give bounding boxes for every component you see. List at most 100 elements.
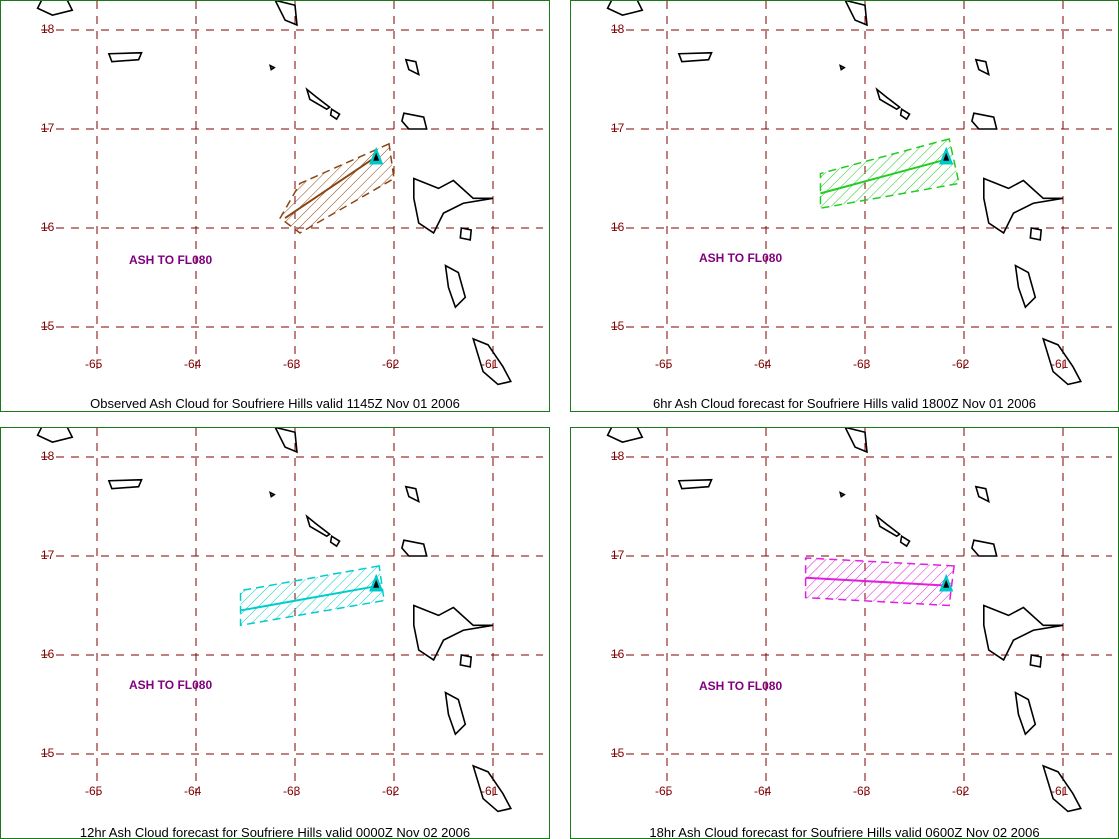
virgin-islands-coast — [844, 1, 868, 27]
nevis-coast — [329, 534, 341, 548]
dominica-coast — [444, 691, 467, 736]
ash-height-annotation: ASH TO FL080 — [129, 253, 213, 267]
ash-cloud-polygon — [819, 137, 960, 210]
longitude-tick-label: -64 — [754, 357, 772, 371]
ash-cloud — [819, 137, 960, 210]
longitude-tick-label: -61 — [1051, 357, 1069, 371]
latitude-tick-label: 18 — [41, 22, 55, 36]
st-kitts-coast — [305, 514, 332, 538]
ash-height-annotation: ASH TO FL080 — [699, 679, 783, 693]
antigua-coast — [971, 539, 998, 557]
map-panel-observed: ASH TO FL080 Observed Ash Cloud for Souf… — [0, 0, 550, 412]
antigua-coast — [401, 539, 428, 557]
longitude-tick-label: -64 — [184, 784, 202, 798]
guadeloupe-coast — [412, 177, 494, 235]
longitude-tick-label: -65 — [85, 784, 103, 798]
latitude-tick-label: 16 — [41, 647, 55, 661]
longitude-tick-label: -64 — [754, 784, 772, 798]
guadeloupe-coast — [982, 604, 1064, 662]
st-croix-coast — [107, 51, 143, 63]
graticule-grid — [611, 428, 1112, 800]
coastline-layer — [36, 1, 513, 386]
latitude-tick-label: 15 — [41, 319, 55, 333]
graticule-grid — [41, 1, 543, 373]
latitude-tick-label: 16 — [611, 647, 625, 661]
virgin-islands-coast — [274, 428, 298, 454]
longitude-tick-label: -62 — [382, 357, 400, 371]
marie-galante-coast — [1029, 227, 1043, 241]
latitude-tick-label: 17 — [41, 121, 55, 135]
longitude-tick-label: -63 — [853, 784, 871, 798]
saba-coast — [269, 64, 276, 71]
map-canvas — [606, 428, 1112, 813]
marie-galante-coast — [459, 227, 473, 241]
barbuda-coast — [404, 485, 420, 504]
antigua-coast — [971, 112, 998, 130]
map-panel-12hr: ASH TO FL080 12hr Ash Cloud forecast for… — [0, 427, 550, 839]
latitude-tick-label: 18 — [41, 449, 55, 463]
guadeloupe-coast — [412, 604, 494, 662]
st-kitts-coast — [305, 87, 332, 111]
longitude-tick-label: -63 — [283, 784, 301, 798]
ash-cloud-centerline — [284, 155, 377, 219]
ash-cloud-centerline — [240, 584, 380, 612]
latitude-tick-label: 15 — [611, 746, 625, 760]
map-canvas — [36, 428, 543, 813]
ash-cloud — [239, 565, 385, 627]
ash-cloud-polygon — [239, 565, 385, 627]
coastline-layer — [36, 428, 513, 813]
map-panel-6hr: ASH TO FL080 6hr Ash Cloud forecast for … — [570, 0, 1119, 412]
latitude-tick-label: 16 — [611, 220, 625, 234]
saba-coast — [839, 64, 846, 71]
st-croix-coast — [677, 51, 713, 63]
st-kitts-coast — [875, 514, 902, 538]
ash-cloud-polygon — [279, 142, 395, 234]
saba-coast — [839, 491, 846, 498]
ash-cloud-centerline — [805, 576, 950, 587]
panel-caption: Observed Ash Cloud for Soufriere Hills v… — [90, 396, 460, 411]
barbuda-coast — [974, 485, 990, 504]
longitude-tick-label: -65 — [85, 357, 103, 371]
puerto-rico-coast — [606, 1, 644, 16]
longitude-tick-label: -61 — [1051, 784, 1069, 798]
latitude-tick-label: 16 — [41, 220, 55, 234]
guadeloupe-coast — [982, 177, 1064, 235]
st-croix-coast — [677, 478, 713, 490]
coastline-layer — [606, 428, 1083, 813]
longitude-tick-label: -65 — [655, 357, 673, 371]
marie-galante-coast — [1029, 654, 1043, 668]
dominica-coast — [1014, 691, 1037, 736]
nevis-coast — [899, 107, 911, 121]
panel-caption: 6hr Ash Cloud forecast for Soufriere Hil… — [653, 396, 1036, 411]
map-canvas — [606, 1, 1112, 386]
martinique-coast — [1041, 337, 1083, 386]
latitude-tick-label: 17 — [41, 548, 55, 562]
ash-cloud — [279, 142, 395, 234]
longitude-tick-label: -63 — [283, 357, 301, 371]
martinique-coast — [1041, 764, 1083, 813]
puerto-rico-coast — [36, 1, 74, 16]
marie-galante-coast — [459, 654, 473, 668]
martinique-coast — [471, 337, 513, 386]
longitude-tick-label: -62 — [952, 784, 970, 798]
nevis-coast — [329, 107, 341, 121]
latitude-tick-label: 15 — [41, 746, 55, 760]
virgin-islands-coast — [844, 428, 868, 454]
montserrat-coast — [373, 579, 380, 588]
longitude-tick-label: -65 — [655, 784, 673, 798]
coastline-layer — [606, 1, 1083, 386]
montserrat-coast — [943, 152, 950, 161]
longitude-tick-label: -61 — [481, 357, 499, 371]
st-croix-coast — [107, 478, 143, 490]
longitude-tick-label: -62 — [382, 784, 400, 798]
latitude-tick-label: 15 — [611, 319, 625, 333]
latitude-tick-label: 17 — [611, 548, 625, 562]
saba-coast — [269, 491, 276, 498]
barbuda-coast — [404, 58, 420, 77]
ash-height-annotation: ASH TO FL080 — [699, 251, 783, 265]
ash-height-annotation: ASH TO FL080 — [129, 678, 213, 692]
puerto-rico-coast — [606, 428, 644, 443]
longitude-tick-label: -61 — [481, 784, 499, 798]
barbuda-coast — [974, 58, 990, 77]
montserrat-coast — [943, 579, 950, 588]
